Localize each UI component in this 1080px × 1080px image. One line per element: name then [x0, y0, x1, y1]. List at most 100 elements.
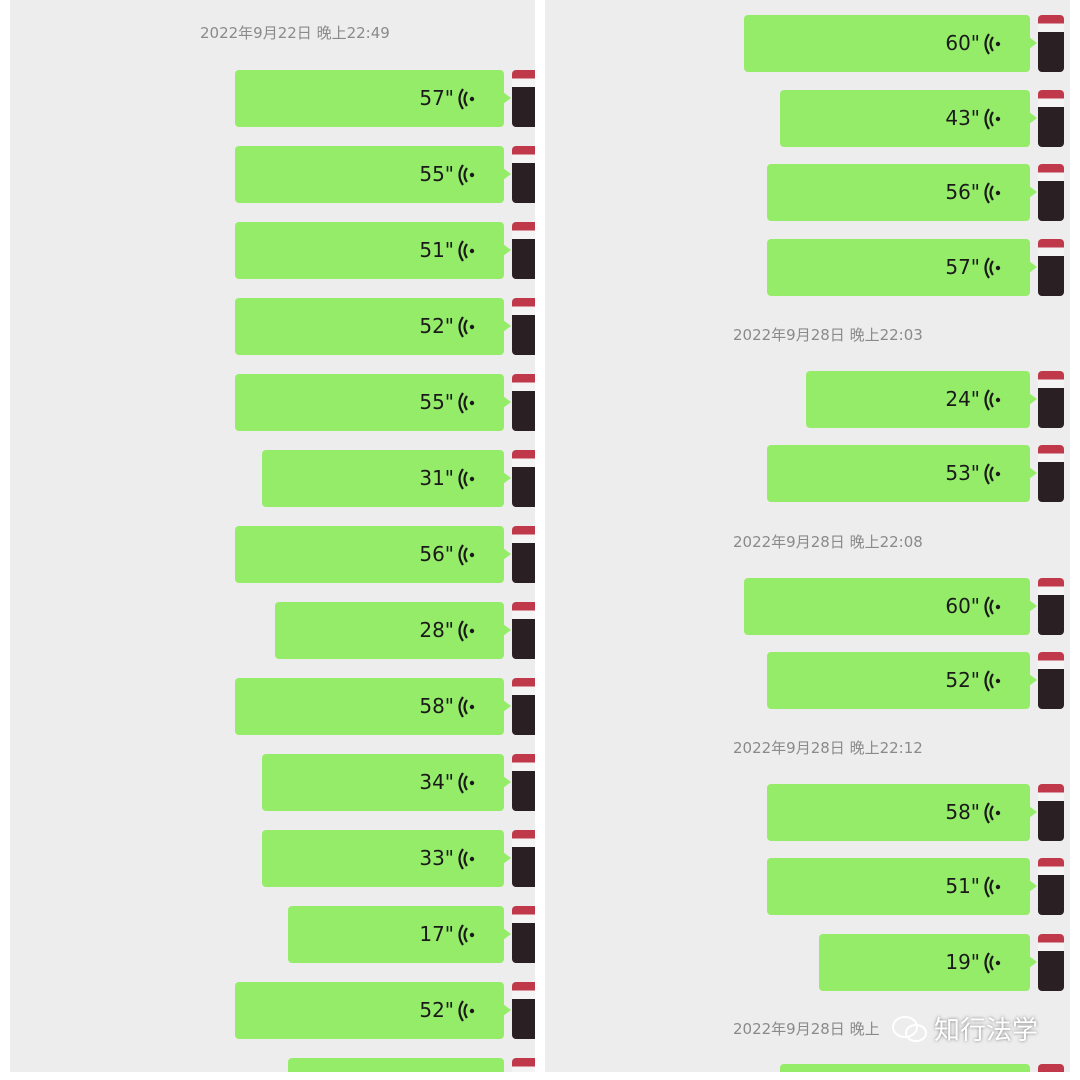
timestamp: 2022年9月28日 晚上22:08 — [733, 533, 923, 551]
avatar — [1038, 90, 1064, 147]
voice-icon-wrap — [458, 543, 478, 571]
voice-icon — [984, 389, 1001, 411]
duration: 58" — [945, 800, 980, 824]
duration: 51" — [419, 238, 454, 262]
voice-message: 51" — [767, 858, 1037, 915]
voice-message: 56" — [767, 164, 1037, 221]
voice-icon — [458, 88, 475, 110]
voice-icon — [984, 33, 1001, 55]
duration: 28" — [419, 618, 454, 642]
chat-panel-left: 2022年9月22日 晚上22:49 57" 55" 51" 52" 55" 31" 56"… — [10, 0, 535, 1072]
voice-message: 60" — [744, 15, 1037, 72]
duration: 31" — [419, 466, 454, 490]
voice-message: 56" — [235, 526, 511, 583]
voice-icon-wrap — [458, 163, 478, 191]
wechat-icon — [892, 1015, 927, 1042]
voice-message: 58" — [767, 784, 1037, 841]
timestamp: 2022年9月28日 晚上 — [733, 1020, 880, 1038]
avatar — [512, 374, 535, 431]
voice-icon-wrap — [984, 256, 1004, 284]
duration: 60" — [945, 31, 980, 55]
duration: 52" — [419, 314, 454, 338]
avatar — [512, 602, 535, 659]
avatar — [512, 754, 535, 811]
voice-icon-wrap — [984, 595, 1004, 623]
duration: 52" — [419, 998, 454, 1022]
voice-message: 17" — [288, 906, 511, 963]
avatar — [1038, 578, 1064, 635]
voice-message: 51" — [235, 222, 511, 279]
avatar — [512, 298, 535, 355]
chat-panel-right: 60" 43" 56" 57" 2022年9月28日 晚上22:03 24" 53" 2022… — [545, 0, 1070, 1072]
duration: 33" — [419, 846, 454, 870]
voice-icon — [458, 772, 475, 794]
voice-icon-wrap — [458, 315, 478, 343]
duration: 43" — [945, 106, 980, 130]
voice-icon-wrap — [984, 801, 1004, 829]
voice-message — [288, 1058, 504, 1072]
avatar — [1038, 934, 1064, 991]
avatar — [512, 146, 535, 203]
voice-icon-wrap — [984, 107, 1004, 135]
voice-icon — [984, 802, 1001, 824]
duration: 57" — [419, 86, 454, 110]
voice-icon — [984, 596, 1001, 618]
duration: 52" — [945, 668, 980, 692]
voice-icon-wrap — [458, 239, 478, 267]
voice-message: 55" — [235, 146, 511, 203]
duration: 57" — [945, 255, 980, 279]
voice-message: 55" — [235, 374, 511, 431]
avatar — [512, 70, 535, 127]
voice-icon-wrap — [984, 951, 1004, 979]
duration: 34" — [419, 770, 454, 794]
avatar — [512, 1058, 535, 1072]
voice-icon-wrap — [458, 619, 478, 647]
voice-icon — [458, 924, 475, 946]
voice-icon-wrap — [458, 847, 478, 875]
voice-icon — [984, 876, 1001, 898]
voice-icon — [984, 257, 1001, 279]
voice-icon — [458, 392, 475, 414]
voice-message: 43" — [780, 90, 1037, 147]
duration: 58" — [419, 694, 454, 718]
avatar — [1038, 164, 1064, 221]
avatar — [1038, 371, 1064, 428]
voice-icon-wrap — [458, 923, 478, 951]
voice-message: 24" — [806, 371, 1037, 428]
voice-icon-wrap — [984, 388, 1004, 416]
duration: 56" — [945, 180, 980, 204]
voice-icon-wrap — [458, 999, 478, 1027]
timestamp: 2022年9月28日 晚上22:12 — [733, 739, 923, 757]
voice-icon-wrap — [984, 181, 1004, 209]
voice-icon — [458, 848, 475, 870]
duration: 56" — [419, 542, 454, 566]
duration: 55" — [419, 162, 454, 186]
voice-message: 57" — [235, 70, 511, 127]
voice-icon-wrap — [984, 32, 1004, 60]
voice-icon — [458, 544, 475, 566]
voice-icon — [458, 164, 475, 186]
voice-message — [780, 1064, 1030, 1072]
timestamp: 2022年9月22日 晚上22:49 — [200, 24, 390, 42]
voice-icon — [458, 1000, 475, 1022]
voice-icon-wrap — [984, 875, 1004, 903]
voice-icon-wrap — [458, 391, 478, 419]
voice-message: 52" — [235, 298, 511, 355]
voice-icon-wrap — [458, 467, 478, 495]
voice-icon — [984, 108, 1001, 130]
voice-icon — [984, 670, 1001, 692]
voice-icon — [458, 620, 475, 642]
voice-message: 58" — [235, 678, 511, 735]
voice-icon — [458, 468, 475, 490]
voice-icon-wrap — [984, 462, 1004, 490]
voice-message: 31" — [262, 450, 511, 507]
avatar — [1038, 784, 1064, 841]
voice-icon — [458, 240, 475, 262]
voice-icon — [984, 952, 1001, 974]
duration: 24" — [945, 387, 980, 411]
avatar — [512, 678, 535, 735]
voice-message: 52" — [767, 652, 1037, 709]
duration: 19" — [945, 950, 980, 974]
avatar — [512, 526, 535, 583]
voice-message: 33" — [262, 830, 511, 887]
